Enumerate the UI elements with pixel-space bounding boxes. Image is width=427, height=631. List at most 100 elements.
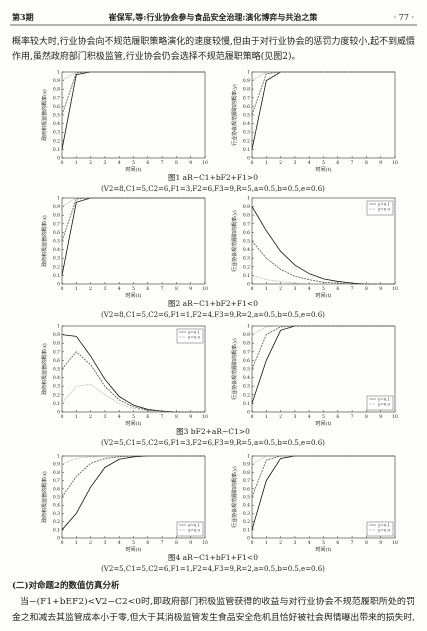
x-tick-label: 0 [61, 414, 64, 420]
y-tick-label: 0.7 [243, 349, 250, 355]
legend-label: x=0.1 [188, 330, 200, 335]
y-tick-label: 0.9 [243, 204, 250, 210]
y-tick-label: 0.6 [243, 358, 250, 364]
y-tick-label: 0.2 [243, 519, 250, 525]
x-axis-label: 时间(t) [316, 546, 332, 553]
y-tick-label: 1 [57, 454, 60, 460]
x-tick-label: 3 [103, 286, 106, 292]
y-tick-label: 0.4 [53, 121, 60, 127]
y-tick-label: 0.1 [243, 147, 250, 153]
section-heading: (二)对命题2的数值仿真分析 [12, 580, 120, 591]
x-tick-label: 9 [189, 540, 192, 546]
y-tick-label: 0.4 [243, 503, 250, 509]
x-tick-label: 2 [279, 540, 282, 546]
legend-label: x=0.9 [188, 335, 200, 340]
x-axis-label: 时间(t) [316, 420, 332, 427]
y-tick-label: 0.7 [243, 95, 250, 101]
x-tick-label: 1 [75, 540, 78, 546]
curve [61, 71, 205, 150]
y-tick-label: 0.6 [243, 486, 250, 492]
y-tick-label: 0.3 [53, 130, 60, 136]
figure-params: (V2=8,C1=5,C2=6,F1=1,F2=4,F3=9,R=2,a=0.5… [101, 311, 325, 319]
x-tick-label: 4 [118, 160, 121, 166]
y-tick-label: 1 [247, 454, 250, 460]
x-tick-label: 4 [308, 414, 311, 420]
x-tick-label: 4 [118, 540, 121, 546]
y-tick-label: 0.3 [243, 384, 250, 390]
x-tick-label: 1 [265, 540, 268, 546]
x-tick-label: 5 [322, 414, 325, 420]
x-tick-label: 5 [132, 414, 135, 420]
y-tick-label: 1 [57, 196, 60, 202]
x-tick-label: 6 [336, 160, 339, 166]
x-axis-label: 时间(t) [126, 292, 142, 299]
curve [251, 71, 395, 116]
y-tick-label: 0.2 [243, 264, 250, 270]
y-tick-label: 0.1 [53, 401, 60, 407]
x-tick-label: 7 [161, 160, 164, 166]
x-tick-label: 3 [293, 540, 296, 546]
x-tick-label: 2 [279, 286, 282, 292]
x-tick-label: 9 [189, 160, 192, 166]
y-tick-label: 0 [247, 282, 250, 288]
curve [61, 197, 205, 242]
x-axis-label: 时间(t) [126, 546, 142, 553]
y-tick-label: 0.2 [53, 392, 60, 398]
x-tick-label: 4 [118, 286, 121, 292]
x-tick-label: 7 [161, 286, 164, 292]
x-tick-label: 3 [293, 414, 296, 420]
x-tick-label: 6 [336, 414, 339, 420]
x-tick-label: 10 [202, 540, 208, 546]
y-tick-label: 0.8 [53, 470, 60, 476]
curve [251, 240, 395, 285]
y-tick-label: 1 [247, 70, 250, 76]
legend-label: y=0.9 [377, 402, 390, 407]
x-tick-label: 5 [132, 540, 135, 546]
x-tick-label: 4 [308, 160, 311, 166]
y-tick-label: 0.5 [243, 367, 250, 373]
x-tick-label: 2 [89, 540, 92, 546]
x-tick-label: 4 [308, 286, 311, 292]
y-tick-label: 0 [57, 410, 60, 416]
issue: 第3期 [12, 12, 34, 22]
y-tick-label: 0.4 [53, 375, 60, 381]
y-tick-label: 0.4 [53, 503, 60, 509]
y-tick-label: 0.8 [53, 213, 60, 219]
x-tick-label: 7 [161, 414, 164, 420]
y-tick-label: 0.5 [243, 495, 250, 501]
legend-label: y=0.9 [377, 207, 390, 212]
y-tick-label: 0.5 [53, 367, 60, 373]
x-tick-label: 8 [175, 414, 178, 420]
paragraph-line: 作用,虽然政府部门积极监管,行业协会仍会选择不规范履职策略(见图2)。 [12, 50, 300, 62]
x-tick-label: 2 [89, 286, 92, 292]
y-tick-label: 0.4 [243, 375, 250, 381]
paragraph-line: 概率较大时,行业协会向不规范履职策略演化的速度较慢,但由于对行业协会的惩罚力度较… [12, 35, 415, 47]
x-tick-label: 7 [351, 160, 354, 166]
y-axis-label: 政府积极监管的概率(x) [41, 89, 48, 141]
x-axis-label: 时间(t) [126, 166, 142, 173]
y-tick-label: 0.1 [53, 147, 60, 153]
curve [61, 455, 205, 498]
y-tick-label: 0 [57, 282, 60, 288]
y-axis-label: 行业协会规范履职的概率(y) [231, 466, 238, 528]
x-tick-label: 6 [146, 286, 149, 292]
x-tick-label: 3 [293, 286, 296, 292]
figure-panel: 00.10.20.30.40.50.60.70.80.910 1 2 3 4 5 6 7 8 9 1… [41, 196, 208, 300]
y-tick-label: 1 [247, 324, 250, 330]
x-axis-label: 时间(t) [126, 420, 142, 427]
figure-panel: 00.10.20.30.40.50.60.70.80.910 1 2 3 4 5 6 7 8 9 1… [41, 70, 208, 174]
figure-panel: 00.10.20.30.40.50.60.70.80.910 1 2 3 4 5 6 7 8 9 1… [231, 70, 398, 174]
y-tick-label: 0 [57, 536, 60, 542]
x-tick-label: 10 [392, 414, 398, 420]
curve [251, 455, 395, 498]
y-axis-label: 行业协会规范履职的概率(y) [231, 338, 238, 400]
y-tick-label: 0.5 [243, 113, 250, 119]
x-tick-label: 6 [336, 540, 339, 546]
y-tick-label: 0.3 [53, 511, 60, 517]
x-tick-label: 3 [103, 160, 106, 166]
x-tick-label: 1 [75, 160, 78, 166]
y-tick-label: 0.2 [243, 138, 250, 144]
curve [61, 197, 205, 276]
x-tick-label: 5 [132, 286, 135, 292]
